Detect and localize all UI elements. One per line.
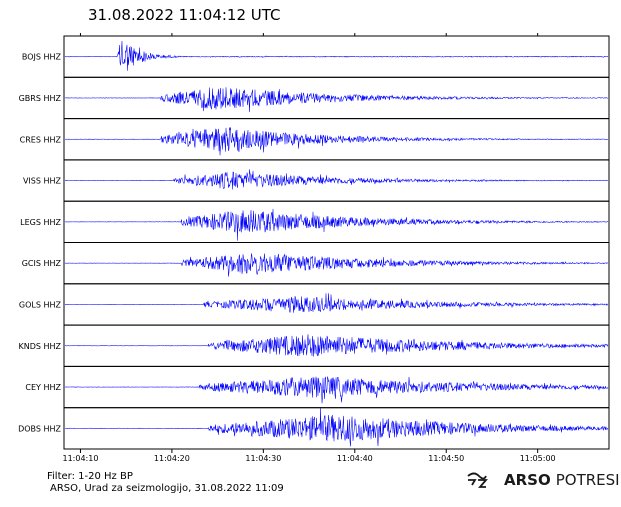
traces-layer bbox=[64, 40, 609, 447]
waveform-trace bbox=[64, 407, 609, 447]
waveform-trace bbox=[64, 376, 609, 404]
labels-layer: BOJS HHZ GBRS HHZ CRES HHZ VISS HHZ LEGS HHZ… bbox=[18, 53, 61, 434]
brand-suffix: POTRESI bbox=[555, 471, 620, 489]
waveform-trace bbox=[64, 169, 609, 190]
frame-layer bbox=[63, 35, 610, 450]
station-label: GBRS HHZ bbox=[19, 94, 62, 103]
waveform-trace bbox=[64, 87, 609, 113]
x-tick-label: 11:04:50 bbox=[428, 454, 464, 463]
waveform-trace bbox=[64, 127, 609, 156]
x-tick-label: 11:04:40 bbox=[337, 454, 373, 463]
brand-name: ARSO bbox=[504, 471, 551, 489]
waveform-trace bbox=[64, 253, 609, 277]
arso-logo-icon bbox=[467, 472, 488, 488]
credit-note: ARSO, Urad za seizmologijo, 31.08.2022 1… bbox=[50, 483, 284, 494]
station-label: LEGS HHZ bbox=[20, 218, 61, 227]
waveform-trace bbox=[64, 208, 609, 241]
x-tick-label: 11:04:10 bbox=[62, 454, 98, 463]
station-label: VISS HHZ bbox=[23, 177, 62, 186]
station-label: KNDS HHZ bbox=[18, 342, 61, 351]
waveform-trace bbox=[64, 40, 609, 71]
x-tick-label: 11:05:00 bbox=[520, 454, 556, 463]
x-tick-label: 11:04:30 bbox=[245, 454, 281, 463]
station-label: BOJS HHZ bbox=[22, 53, 62, 62]
waveform-trace bbox=[64, 334, 609, 357]
station-label: GOLS HHZ bbox=[19, 300, 62, 309]
station-label: GCIS HHZ bbox=[22, 259, 62, 268]
x-tick-label: 11:04:20 bbox=[154, 454, 190, 463]
brand[interactable]: ARSO POTRESI bbox=[466, 470, 620, 490]
station-label: CEY HHZ bbox=[25, 383, 61, 392]
filter-note: Filter: 1-20 Hz BP bbox=[47, 471, 133, 482]
station-label: CRES HHZ bbox=[20, 135, 62, 144]
station-label: DOBS HHZ bbox=[18, 424, 61, 433]
ticks-layer: 11:04:10 11:04:20 11:04:30 11:04:40 11:04:50… bbox=[62, 33, 556, 463]
waveform-trace bbox=[64, 293, 609, 313]
trace-panel bbox=[63, 407, 610, 450]
chart-title: 31.08.2022 11:04:12 UTC bbox=[88, 6, 281, 24]
